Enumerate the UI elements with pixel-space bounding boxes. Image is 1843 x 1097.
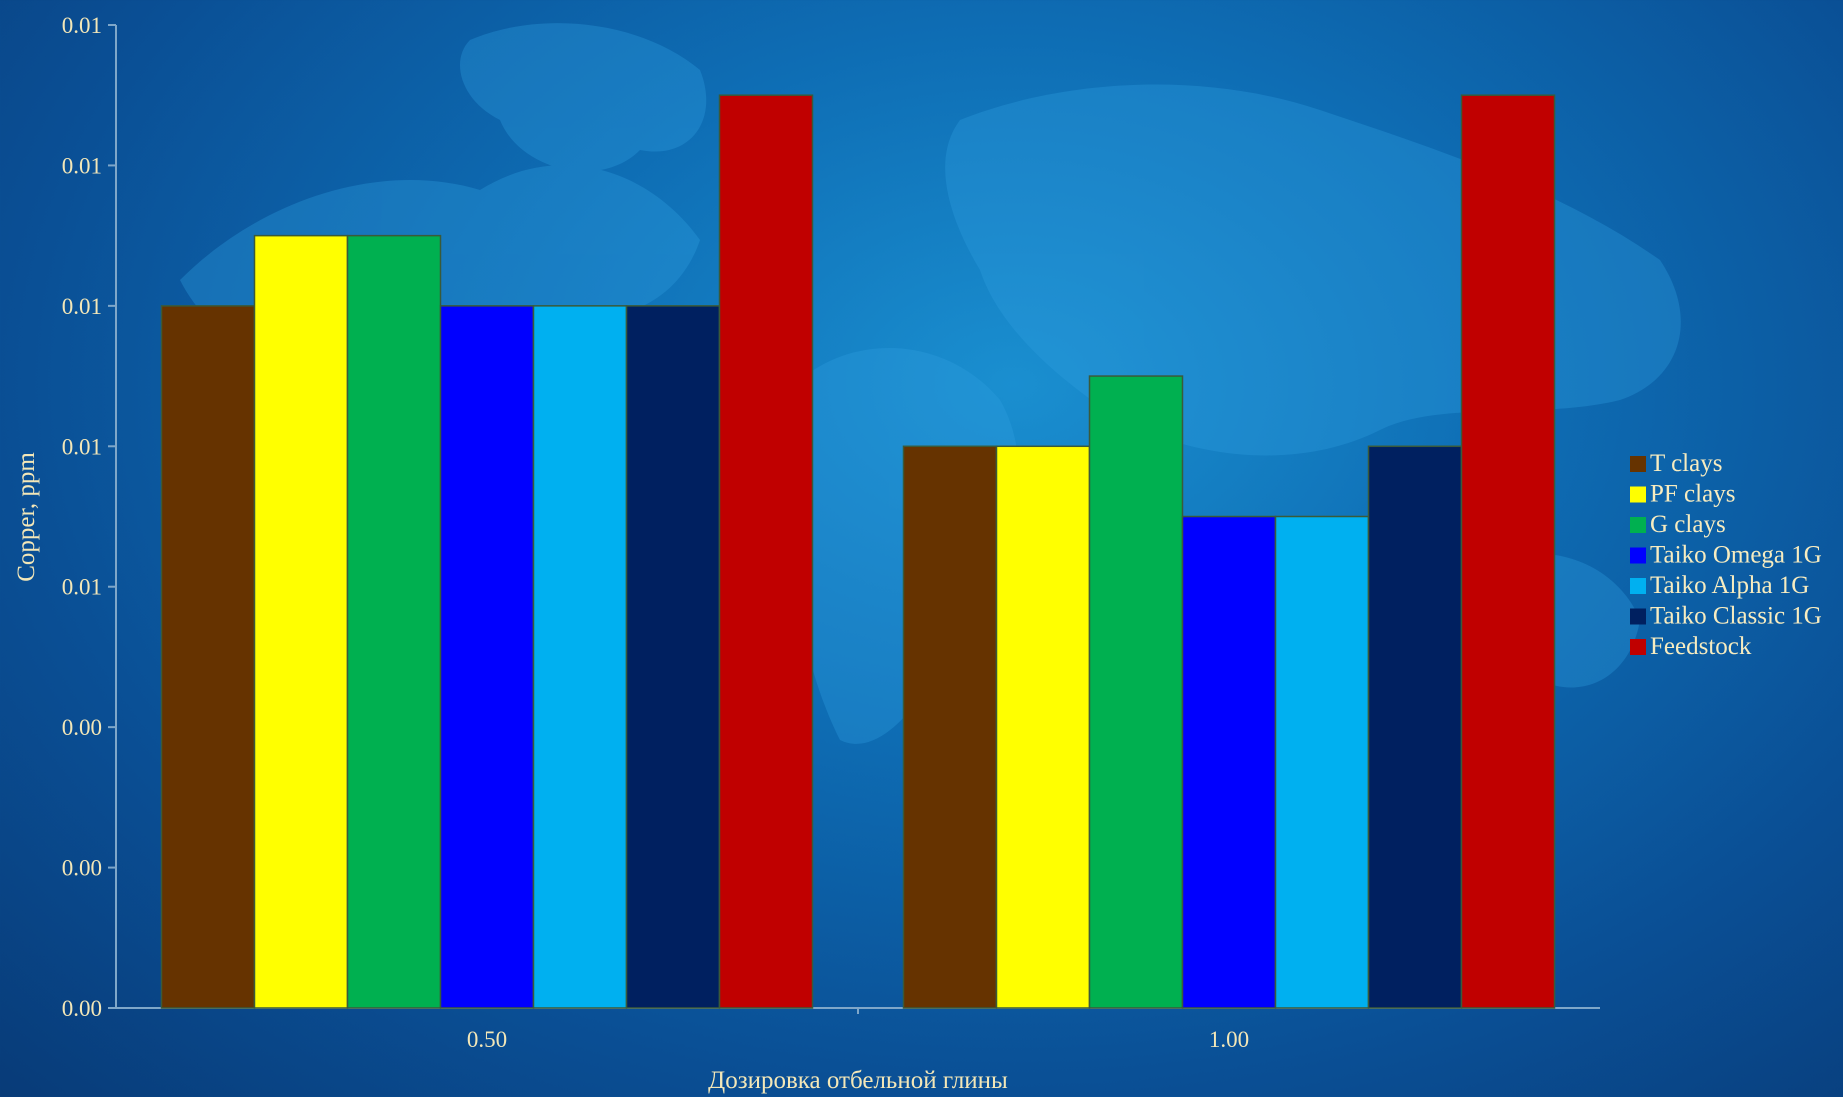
legend-swatch bbox=[1630, 608, 1646, 625]
legend-label: T clays bbox=[1650, 450, 1722, 477]
bar-taiko-alpha-1g-0.50 bbox=[532, 305, 628, 1009]
bar-taiko-omega-1g-0.50 bbox=[439, 305, 535, 1009]
legend-swatch bbox=[1630, 578, 1646, 594]
legend-label: PF clays bbox=[1650, 481, 1735, 508]
legend-label: Feedstock bbox=[1650, 633, 1752, 660]
legend-swatch bbox=[1630, 456, 1646, 472]
x-tick-label: 0.50 bbox=[467, 1027, 507, 1052]
legend-label: Taiko Omega 1G bbox=[1650, 542, 1822, 569]
y-tick-label: 0.00 bbox=[62, 856, 102, 881]
bar-pf-clays-0.50 bbox=[253, 234, 349, 1009]
bar-taiko-alpha-1g-1.00 bbox=[1274, 515, 1370, 1009]
x-axis-title: Дозировка отбельной глины bbox=[708, 1067, 1008, 1094]
y-axis-title: Copper, ppm bbox=[13, 452, 40, 582]
legend: T clays PF clays G clays Taiko Omega 1G Taik… bbox=[1630, 450, 1822, 660]
y-tick-label: 0.00 bbox=[62, 996, 102, 1021]
bar-t-clays-0.50 bbox=[160, 305, 256, 1009]
legend-swatch bbox=[1630, 547, 1646, 564]
y-tick-label: 0.01 bbox=[62, 153, 102, 178]
legend-label: Taiko Classic 1G bbox=[1650, 603, 1822, 630]
bar-g-clays-0.50 bbox=[346, 234, 442, 1009]
y-tick-label: 0.01 bbox=[62, 294, 102, 319]
legend-label: Taiko Alpha 1G bbox=[1650, 572, 1809, 599]
bars bbox=[160, 94, 1556, 1009]
y-tick-label: 0.01 bbox=[62, 434, 102, 459]
bar-taiko-omega-1g-1.00 bbox=[1181, 515, 1277, 1009]
x-tick-label: 1.00 bbox=[1209, 1027, 1249, 1052]
bar-pf-clays-1.00 bbox=[995, 445, 1091, 1009]
y-tick-label: 0.01 bbox=[62, 13, 102, 38]
legend-label: G clays bbox=[1650, 511, 1726, 538]
bar-g-clays-1.00 bbox=[1088, 375, 1184, 1009]
bar-feedstock-0.50 bbox=[718, 94, 814, 1009]
y-tick-label: 0.01 bbox=[62, 575, 102, 600]
bar-taiko-classic-1g-1.00 bbox=[1367, 445, 1463, 1009]
legend-swatch bbox=[1630, 517, 1646, 533]
legend-swatch bbox=[1630, 639, 1646, 655]
y-tick-label: 0.00 bbox=[62, 715, 102, 740]
bar-taiko-classic-1g-0.50 bbox=[625, 305, 721, 1009]
bar-t-clays-1.00 bbox=[902, 445, 998, 1009]
labels: 0.00 0.00 0.00 0.01 0.01 0.01 0.01 0.01 0.50 1.00… bbox=[13, 13, 1249, 1094]
legend-swatch bbox=[1630, 486, 1646, 503]
bar-feedstock-1.00 bbox=[1460, 94, 1556, 1009]
